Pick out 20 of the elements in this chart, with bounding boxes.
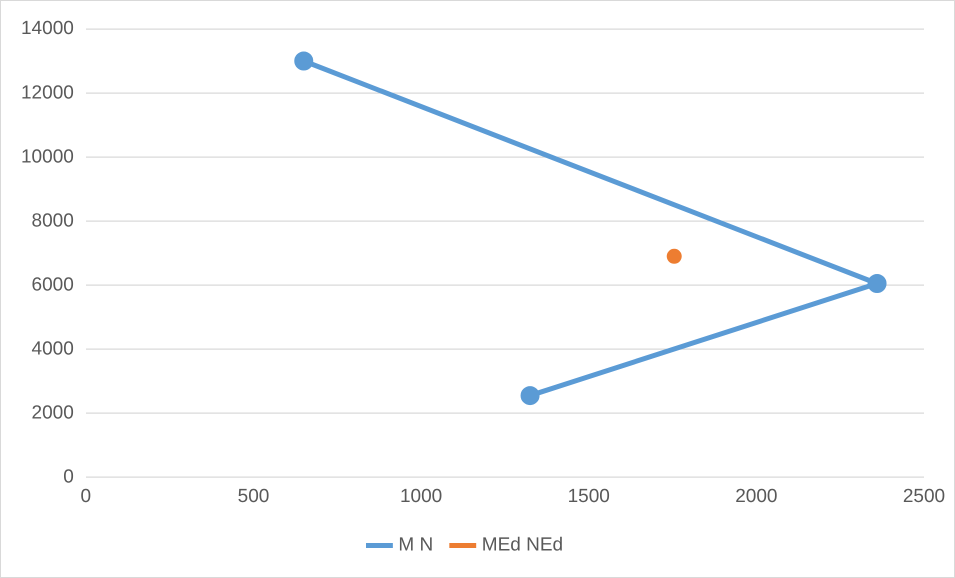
y-tick-label: 8000: [32, 210, 74, 232]
y-tick-label: 14000: [20, 18, 74, 40]
x-tick-label: 2500: [902, 486, 946, 507]
point: [294, 52, 314, 71]
y-tick-label: 6000: [32, 274, 74, 296]
point: [868, 274, 887, 294]
x-tick-label: 500: [238, 486, 270, 507]
y-tick-label: 10000: [20, 146, 74, 168]
point: [520, 386, 540, 406]
y-tick-label: 12000: [20, 82, 74, 104]
legend-label: MEd NEd: [482, 534, 564, 556]
y-tick-label: 2000: [32, 402, 74, 424]
x-tick-label: 0: [80, 486, 92, 507]
x-tick-label: 2000: [735, 486, 778, 507]
x-tick-label: 1500: [568, 486, 610, 507]
y-tick-label: 4000: [32, 338, 74, 360]
point: [666, 248, 682, 264]
x-tick-label: 1000: [400, 486, 442, 507]
legend-label: M N: [398, 534, 434, 556]
y-tick-label: 0: [63, 466, 74, 488]
